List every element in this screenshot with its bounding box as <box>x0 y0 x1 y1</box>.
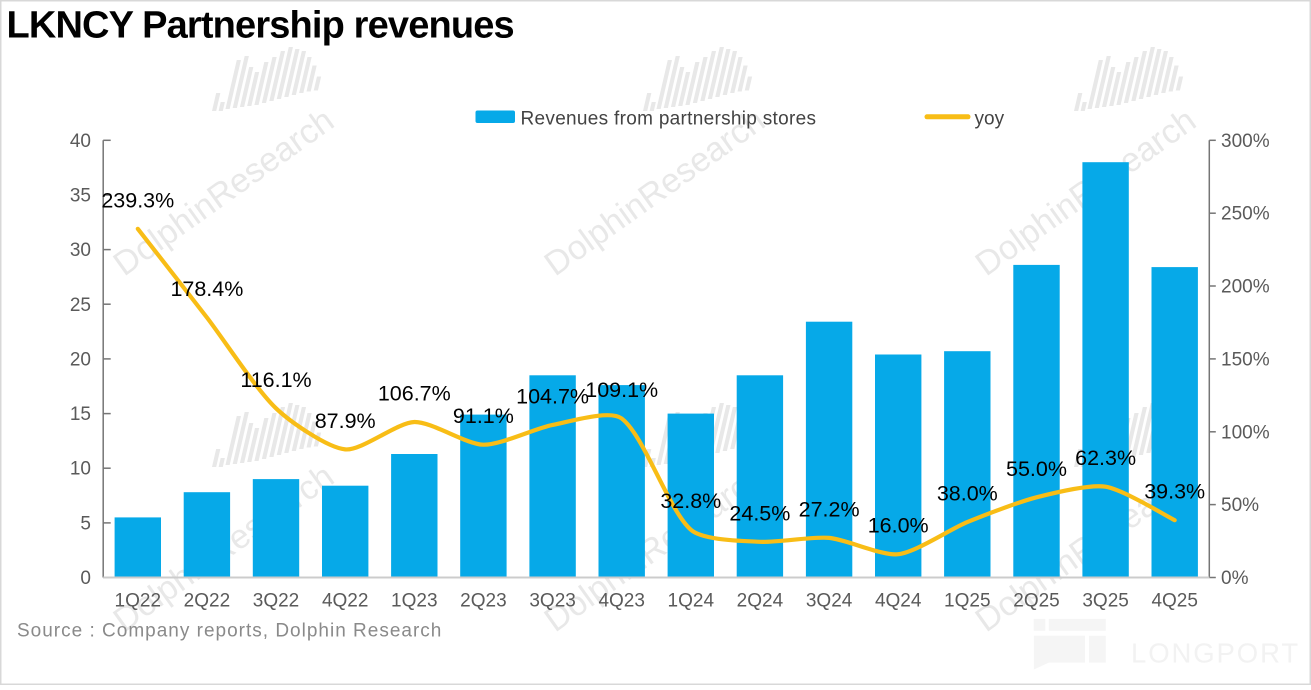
svg-text:2Q25: 2Q25 <box>1013 591 1059 612</box>
svg-text:yoy: yoy <box>975 109 1005 130</box>
svg-text:35: 35 <box>70 186 91 207</box>
svg-text:62.3%: 62.3% <box>1075 446 1136 470</box>
svg-text:0%: 0% <box>1221 568 1249 589</box>
svg-text:239.3%: 239.3% <box>101 188 174 212</box>
svg-text:1Q22: 1Q22 <box>115 591 161 612</box>
svg-text:30: 30 <box>70 240 91 261</box>
svg-text:2Q24: 2Q24 <box>737 591 784 612</box>
svg-text:4Q22: 4Q22 <box>322 591 368 612</box>
svg-text:10: 10 <box>70 459 91 480</box>
svg-text:3Q23: 3Q23 <box>529 591 575 612</box>
svg-text:87.9%: 87.9% <box>315 409 376 433</box>
svg-text:32.8%: 32.8% <box>660 489 721 513</box>
svg-text:178.4%: 178.4% <box>170 277 243 301</box>
svg-text:91.1%: 91.1% <box>453 404 514 428</box>
svg-text:250%: 250% <box>1221 204 1270 225</box>
svg-text:55.0%: 55.0% <box>1006 457 1067 481</box>
svg-text:LKNCY Partnership revenues: LKNCY Partnership revenues <box>7 5 514 47</box>
svg-text:109.1%: 109.1% <box>585 378 658 402</box>
svg-text:300%: 300% <box>1221 131 1270 152</box>
svg-text:39.3%: 39.3% <box>1144 480 1205 504</box>
svg-text:Revenues from partnership stor: Revenues from partnership stores <box>521 109 817 130</box>
svg-text:5: 5 <box>80 513 91 534</box>
svg-text:150%: 150% <box>1221 349 1270 370</box>
svg-text:15: 15 <box>70 404 91 425</box>
svg-text:0: 0 <box>80 568 91 589</box>
svg-text:3Q22: 3Q22 <box>253 591 299 612</box>
svg-text:4Q25: 4Q25 <box>1151 591 1197 612</box>
svg-text:1Q25: 1Q25 <box>944 591 990 612</box>
svg-text:3Q24: 3Q24 <box>806 591 853 612</box>
svg-text:27.2%: 27.2% <box>799 497 860 521</box>
svg-text:3Q25: 3Q25 <box>1082 591 1128 612</box>
svg-text:Source : Company reports, Dolp: Source : Company reports, Dolphin Resear… <box>17 621 442 642</box>
svg-text:1Q24: 1Q24 <box>668 591 715 612</box>
svg-text:50%: 50% <box>1221 495 1259 516</box>
svg-text:116.1%: 116.1% <box>240 368 311 392</box>
svg-text:4Q23: 4Q23 <box>598 591 644 612</box>
svg-text:106.7%: 106.7% <box>378 382 451 406</box>
svg-text:38.0%: 38.0% <box>937 482 998 506</box>
svg-text:104.7%: 104.7% <box>516 384 589 408</box>
svg-text:200%: 200% <box>1221 277 1270 298</box>
svg-text:25: 25 <box>70 295 91 316</box>
svg-text:2Q22: 2Q22 <box>184 591 230 612</box>
svg-text:20: 20 <box>70 349 91 370</box>
svg-text:100%: 100% <box>1221 422 1270 443</box>
svg-text:LONGPORT: LONGPORT <box>1131 638 1300 669</box>
svg-text:40: 40 <box>70 131 91 152</box>
svg-text:2Q23: 2Q23 <box>460 591 506 612</box>
svg-text:4Q24: 4Q24 <box>875 591 922 612</box>
svg-text:1Q23: 1Q23 <box>391 591 437 612</box>
svg-text:16.0%: 16.0% <box>868 514 929 538</box>
svg-text:24.5%: 24.5% <box>729 501 790 525</box>
